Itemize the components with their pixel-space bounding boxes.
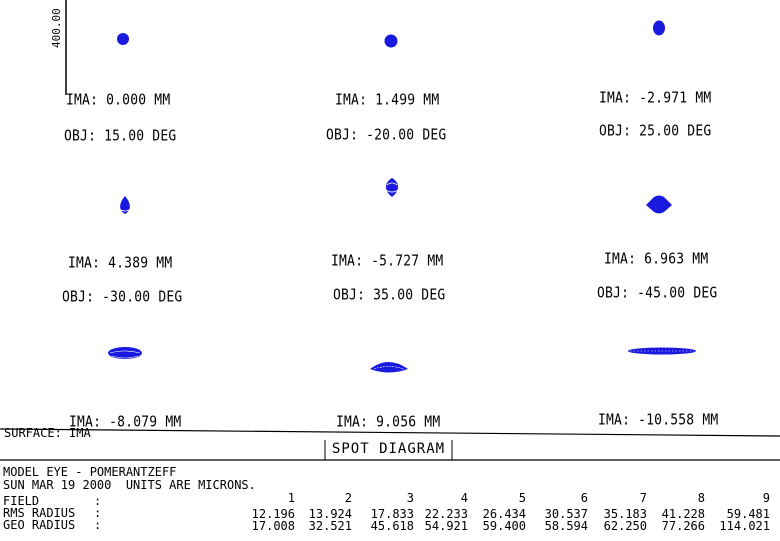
geo-row-label: GEO RADIUS (3, 518, 76, 532)
diagram-title: SPOT DIAGRAM (331, 441, 446, 457)
rms-value-7: 35.183 (603, 507, 647, 521)
spot-3-ima-label: IMA: -2.971 MM (599, 90, 712, 108)
spot-4 (118, 196, 132, 214)
spot-6 (646, 195, 672, 214)
spot-9 (628, 347, 696, 355)
geo-value-3: 45.618 (370, 519, 414, 533)
geo-value-7: 62.250 (603, 519, 647, 533)
spot-5 (385, 178, 399, 197)
geo-row-colon: : (94, 518, 102, 532)
field-number-4: 4 (460, 491, 468, 505)
rms-value-8: 41.228 (661, 507, 705, 521)
field-number-1: 1 (287, 491, 295, 505)
rms-value-3: 17.833 (370, 507, 414, 521)
geo-value-1: 17.008 (251, 519, 295, 533)
footer-model-name: MODEL EYE - POMERANTZEFF (3, 465, 177, 479)
spot-2-obj-label: OBJ: -20.00 DEG (326, 127, 447, 145)
scale-bar-label: 400.00 (50, 8, 63, 48)
spot-6-ima-label: IMA: 6.963 MM (604, 251, 709, 269)
rms-value-1: 12.196 (251, 507, 295, 521)
geo-value-5: 59.400 (482, 519, 526, 533)
field-number-3: 3 (406, 491, 414, 505)
spot-6-obj-label: OBJ: -45.00 DEG (597, 285, 718, 303)
field-row-label: FIELD (3, 494, 40, 508)
geo-value-2: 32.521 (308, 519, 352, 533)
geo-value-8: 77.266 (661, 519, 705, 533)
spot-1-obj-label: OBJ: 15.00 DEG (64, 128, 177, 146)
field-number-7: 7 (639, 491, 647, 505)
spot-8 (370, 362, 408, 373)
field-number-9: 9 (762, 491, 770, 505)
field-number-2: 2 (344, 491, 352, 505)
field-number-5: 5 (518, 491, 526, 505)
rms-value-2: 13.924 (308, 507, 352, 521)
spot-4-obj-label: OBJ: -30.00 DEG (62, 289, 183, 307)
spot-1-ima-label: IMA: 0.000 MM (66, 92, 171, 110)
spot-8-ima-label: IMA: 9.056 MM (336, 414, 441, 432)
rms-row-colon: : (94, 506, 102, 520)
spot-4-ima-label: IMA: 4.389 MM (68, 255, 173, 273)
field-number-8: 8 (697, 491, 705, 505)
spot-2 (384, 34, 398, 48)
spot-2-ima-label: IMA: 1.499 MM (335, 92, 440, 110)
rms-row-label: RMS RADIUS (3, 506, 76, 520)
spot-9-ima-label: IMA: -10.558 MM (598, 412, 719, 430)
rms-value-6: 30.537 (544, 507, 588, 521)
frame-top-line (0, 428, 780, 437)
rms-value-4: 22.233 (424, 507, 468, 521)
field-row-colon: : (94, 494, 102, 508)
spot-3-obj-label: OBJ: 25.00 DEG (599, 123, 712, 141)
geo-value-6: 58.594 (544, 519, 588, 533)
geo-value-9: 114.021 (719, 519, 770, 533)
rms-value-9: 59.481 (726, 507, 770, 521)
geo-value-4: 54.921 (424, 519, 468, 533)
spot-1 (117, 33, 129, 45)
spot-7-ima-label: IMA: -8.079 MM (69, 414, 182, 432)
surface-label: SURFACE: IMA (4, 426, 91, 440)
spot-7 (108, 347, 142, 359)
field-number-6: 6 (580, 491, 588, 505)
spot-3 (653, 20, 665, 36)
spot-5-ima-label: IMA: -5.727 MM (331, 253, 444, 271)
rms-value-5: 26.434 (482, 507, 526, 521)
spot-5-obj-label: OBJ: 35.00 DEG (333, 287, 446, 305)
footer-date-units: SUN MAR 19 2000 UNITS ARE MICRONS. (3, 478, 256, 492)
